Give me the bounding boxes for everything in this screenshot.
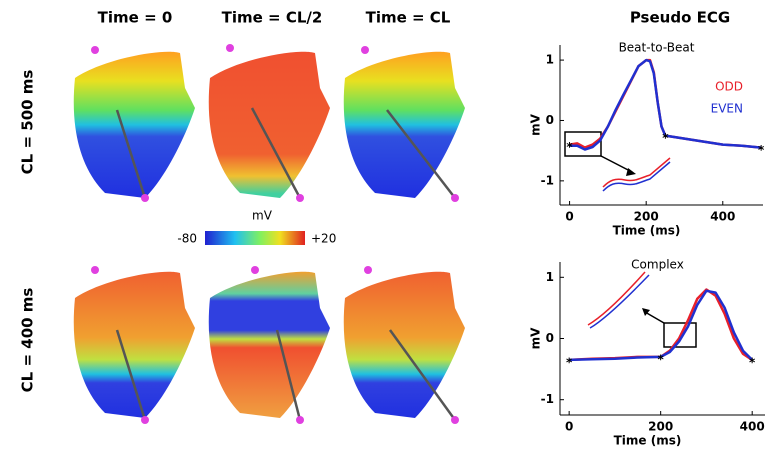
electrode <box>91 46 99 54</box>
electrode <box>91 266 99 274</box>
x-tick-label: 200 <box>648 420 673 434</box>
marker: * <box>749 355 756 369</box>
column-header: Pseudo ECG <box>630 9 730 27</box>
legend-entry: ODD <box>715 80 743 94</box>
electrode-line <box>115 109 147 199</box>
marker: * <box>658 352 665 366</box>
colorbar-title: mV <box>252 209 273 223</box>
zoom-annotation <box>564 131 697 348</box>
electrode <box>451 416 459 424</box>
row-label: CL = 500 ms <box>19 70 37 175</box>
legend-entry: EVEN <box>711 102 743 116</box>
series-line <box>569 58 762 151</box>
y-tick-label: -1 <box>541 392 554 406</box>
chart-title: Beat-to-Beat <box>619 41 695 55</box>
heart-map <box>73 271 195 418</box>
y-axis-label: mV <box>529 327 543 350</box>
marker: * <box>566 355 573 369</box>
x-tick-label: 400 <box>740 420 765 434</box>
x-axis-label: Time (ms) <box>613 224 681 238</box>
series-line <box>569 289 754 362</box>
colorbar <box>205 231 305 245</box>
electrode-line <box>386 109 456 199</box>
x-tick-label: 0 <box>565 420 573 434</box>
x-axis-label: Time (ms) <box>614 434 682 448</box>
marker: * <box>758 143 765 157</box>
electrode <box>226 44 234 52</box>
column-header: Time = 0 <box>98 9 173 27</box>
y-axis-label: mV <box>529 113 543 136</box>
column-header: Time = CL <box>366 9 451 27</box>
chart-title: Complex <box>631 258 684 272</box>
electrode <box>251 266 259 274</box>
column-header: Time = CL/2 <box>222 9 323 27</box>
y-tick-label: 1 <box>546 53 554 67</box>
electrode <box>296 194 304 202</box>
electrode <box>141 194 149 202</box>
heart-map <box>208 51 330 198</box>
colorbar-tick: -80 <box>177 232 197 246</box>
heart-map <box>73 51 195 198</box>
heart-map <box>208 271 330 418</box>
electrode <box>141 416 149 424</box>
series-line <box>569 288 753 362</box>
colorbar-tick: +20 <box>311 232 336 246</box>
marker: * <box>566 140 573 154</box>
electrode <box>361 46 369 54</box>
y-tick-label: 0 <box>546 113 554 127</box>
electrode-line <box>275 329 302 421</box>
heart-map <box>343 271 465 418</box>
x-tick-label: 0 <box>565 210 573 224</box>
heart-map <box>343 51 465 198</box>
row-label: CL = 400 ms <box>19 288 37 393</box>
electrode-line <box>388 329 457 421</box>
x-tick-label: 200 <box>634 210 659 224</box>
electrodes <box>91 44 459 424</box>
x-tick-label: 400 <box>710 210 735 224</box>
electrode <box>364 266 372 274</box>
electrode-line <box>115 329 147 421</box>
y-tick-label: 0 <box>546 331 554 345</box>
electrode <box>296 416 304 424</box>
electrode-line <box>250 107 302 199</box>
y-tick-label: 1 <box>546 270 554 284</box>
marker: * <box>662 131 669 145</box>
y-tick-label: -1 <box>541 173 554 187</box>
electrode <box>451 194 459 202</box>
